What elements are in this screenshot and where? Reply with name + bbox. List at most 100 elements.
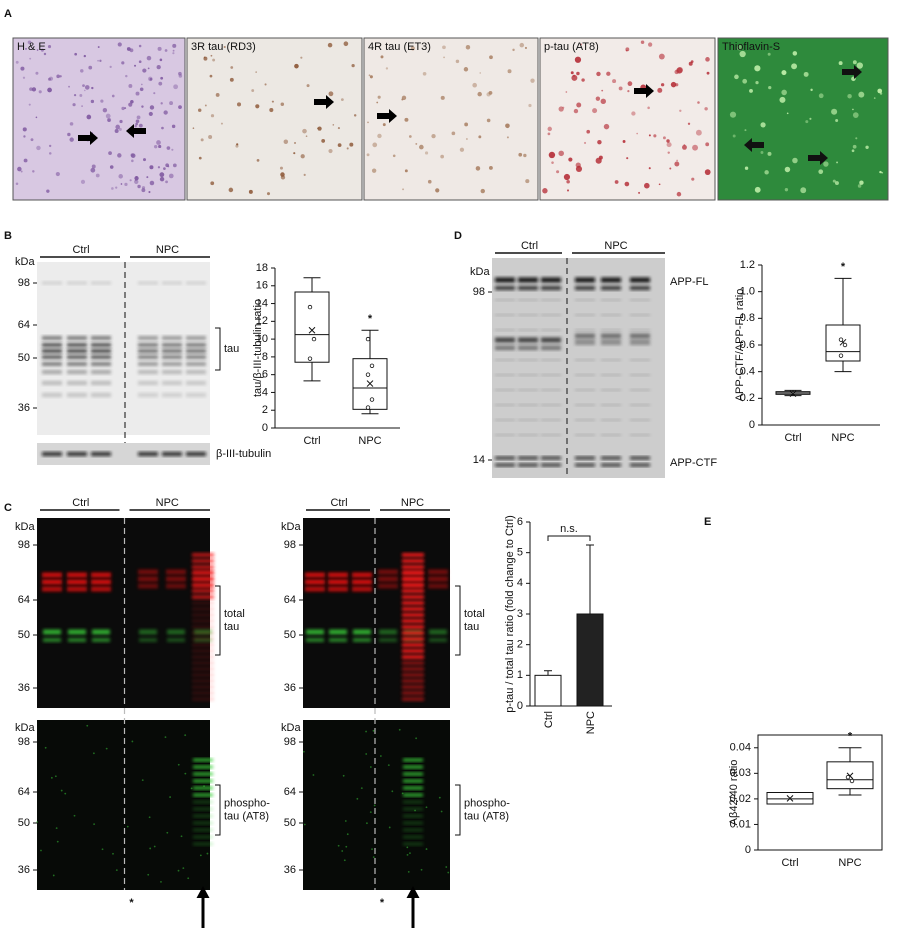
cell [648,167,651,170]
speck [199,854,202,857]
band [91,572,111,578]
band [541,389,561,391]
band [42,579,62,585]
x-tick-label: Ctrl [784,432,801,444]
speck [126,825,129,828]
band [630,314,650,316]
cell [478,135,482,139]
cell [856,62,863,69]
band [428,569,448,575]
band [193,772,213,776]
band [67,381,87,385]
band [192,607,214,611]
cell [337,143,342,147]
cell [784,187,789,192]
cell [172,163,177,168]
band [428,576,448,582]
x-tick-label: Ctrl [543,711,555,728]
cell [157,166,161,169]
marker-label: 36 [284,682,296,694]
cell [114,129,119,134]
group-label: NPC [401,497,424,509]
data-point [307,304,313,310]
cell [528,103,532,108]
cell [220,122,223,125]
blot [37,720,210,890]
cell [779,96,786,103]
band [92,638,110,642]
cell [130,153,136,158]
kda-label: kDa [15,521,35,533]
cell [658,53,665,60]
cell [146,176,149,179]
cell [385,67,389,70]
cell [100,99,104,103]
blot [492,258,665,478]
cell [401,95,407,101]
band [138,393,158,397]
band [192,613,214,617]
cell [81,105,83,108]
band [193,807,213,811]
band [192,685,214,689]
band [403,842,423,846]
data-point [307,356,313,361]
band [91,579,111,585]
band [91,349,111,353]
marker-label: 36 [18,402,30,414]
cell [475,166,481,171]
band [402,613,424,617]
cell [159,58,163,62]
band-label: tau [464,621,479,633]
speck [401,792,404,795]
band [518,419,538,421]
data-point [838,337,844,342]
cell [236,143,239,146]
y-tick-label: 1.0 [740,286,755,298]
band [192,631,214,635]
speck [387,764,390,767]
band [575,286,595,290]
speck [153,845,156,848]
cell [80,179,86,184]
band [67,349,87,353]
cell [525,179,530,184]
cell [558,150,564,157]
band [518,344,538,346]
group-label: NPC [156,497,179,509]
cell [548,151,556,159]
annotation: n.s. [560,523,578,535]
cell [192,127,195,130]
cell [97,59,99,62]
speck [406,853,409,856]
cell [90,99,95,104]
marker-label: 64 [18,594,30,606]
cell [851,149,855,153]
cell [171,148,174,151]
speck [182,867,185,870]
cell [791,63,798,70]
cell [163,110,168,115]
cell [679,109,682,112]
band [192,601,214,605]
cell [704,107,708,111]
cell [586,129,591,134]
cell [74,52,78,56]
cell [574,56,582,63]
cell [742,78,748,84]
cell [134,125,137,128]
band [541,299,561,301]
cell [556,170,560,174]
band [495,344,515,346]
cell [48,144,52,148]
cell [35,71,39,75]
loading-blot [37,443,210,465]
band [192,595,214,599]
cell [580,43,582,46]
band [162,393,182,397]
band [630,434,650,436]
cell [72,103,76,107]
cell [736,44,743,51]
band [138,452,158,456]
cell [584,141,587,144]
